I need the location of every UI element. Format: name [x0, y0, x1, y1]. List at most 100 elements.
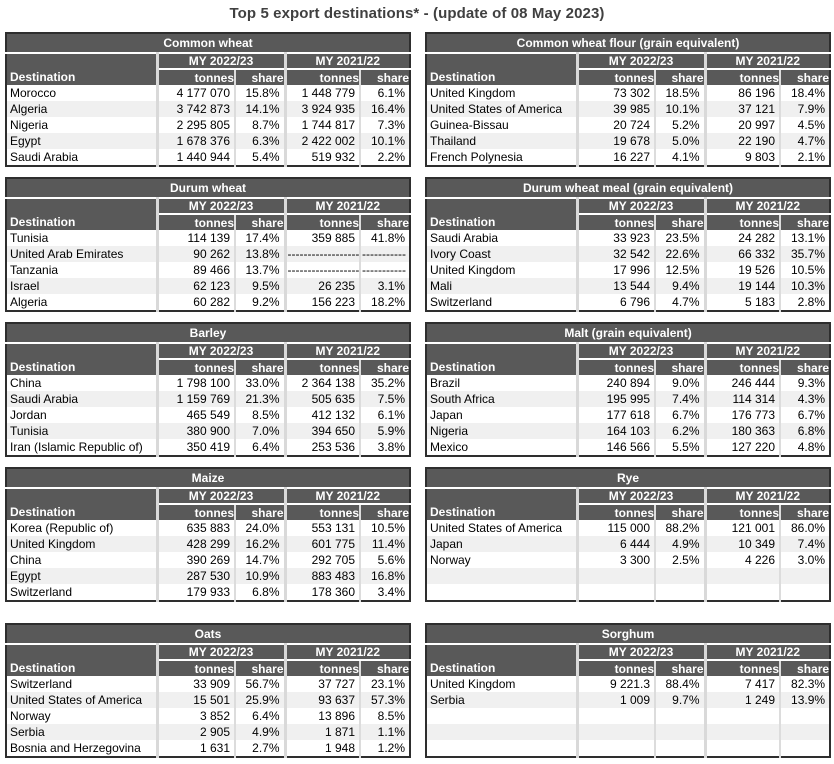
cell-tonnes-2021-22: 1 948 [283, 740, 360, 757]
col-header-tonnes-2022-23: tonnes [155, 359, 235, 375]
col-header-tonnes-2021-22: tonnes [283, 504, 360, 520]
cell-tonnes-2021-22: 505 635 [283, 391, 360, 407]
header-group-row: Destination MY 2022/23 MY 2021/22 [426, 343, 831, 375]
table-title-band: Oats [6, 624, 411, 645]
table-row: French Polynesia 16 227 4.1% 9 803 2.1% [426, 149, 830, 166]
col-group-my-2022-23: MY 2022/23 [575, 644, 705, 661]
cell-tonnes-2022-23: 1 440 944 [155, 149, 235, 166]
cell-tonnes-2021-22: 26 235 [283, 278, 360, 294]
cell-share-2022-23: 12.5% [654, 262, 705, 278]
cell-share-2021-22: 10.1% [358, 133, 411, 149]
cell-tonnes-2022-23: 4 177 070 [155, 85, 235, 101]
table-row [426, 740, 831, 757]
cell-destination: Nigeria [426, 423, 577, 439]
cell-tonnes-2021-22 [703, 584, 780, 601]
cell-share-2021-22: 7.9% [779, 101, 830, 117]
cell-destination: Switzerland [10, 585, 73, 599]
cell-share-2022-23: 5.0% [654, 133, 705, 149]
table-row: United States of America 15 501 25.9% 93 63… [6, 692, 411, 708]
table-row: United Kingdom 9 221.3 88.4% 7 417 82.3% [426, 676, 831, 692]
cell-share-2021-22: 10.3% [778, 278, 831, 294]
table-title: Barley [6, 323, 411, 344]
col-header-share-2022-23: share [234, 214, 285, 230]
cell-tonnes-2021-22: 93 637 [283, 692, 360, 708]
cell-tonnes-2021-22: 178 360 [283, 584, 360, 601]
cell-destination [426, 708, 577, 724]
cell-tonnes-2021-22: 553 131 [283, 520, 360, 536]
col-group-my-2021-22: MY 2021/22 [703, 53, 830, 70]
table-title-band: Common wheat [6, 33, 411, 54]
cell-tonnes-2021-22: 7 417 [703, 676, 780, 692]
cell-tonnes-2021-22: 519 932 [283, 149, 360, 166]
cell-share-2022-23: 5.4% [234, 149, 285, 166]
cell-share-2022-23: 6.2% [654, 423, 705, 439]
cell-tonnes-2021-22: 180 363 [703, 423, 780, 439]
col-header-share-2021-22: share [779, 69, 830, 85]
cell-destination: United Arab Emirates [6, 246, 157, 262]
cell-share-2022-23: 17.4% [234, 230, 285, 246]
cell-share-2021-22: 6.8% [778, 423, 831, 439]
col-header-tonnes-2021-22: tonnes [283, 69, 360, 85]
cell-destination [426, 724, 577, 740]
table-row: United Kingdom 17 996 12.5% 19 526 10.5% [426, 262, 831, 278]
cell-share-2022-23: 4.7% [654, 294, 705, 311]
cell-tonnes-2021-22: ------------------ [283, 246, 360, 262]
cell-share-2021-22: 23.1% [358, 676, 411, 692]
cell-share-2022-23: 6.8% [234, 584, 285, 601]
col-header-destination: Destination [6, 644, 157, 676]
cell-share-2021-22: 10.5% [359, 520, 410, 536]
cell-share-2022-23: 22.6% [654, 246, 705, 262]
page-title: Top 5 export destinations* - (update of … [229, 5, 605, 22]
table-row: Norway 3 300 2.5% 4 226 3.0% [426, 552, 831, 568]
col-header-share-2022-23: share [234, 504, 285, 520]
table-row: Tanzania 89 466 13.7% ------------------ ---… [6, 262, 411, 278]
cell-tonnes-2022-23: 90 262 [155, 246, 235, 262]
cell-tonnes-2022-23 [575, 708, 655, 724]
cell-destination: Morocco [10, 86, 57, 100]
table-row: Korea (Republic of) 635 883 24.0% 553 131 10… [6, 520, 410, 536]
cell-tonnes-2021-22: ------------------ [283, 262, 360, 278]
cell-destination: Japan [430, 408, 463, 422]
table-row: Mexico 146 566 5.5% 127 220 4.8% [426, 439, 831, 456]
cell-share-2021-22: 16.4% [358, 101, 411, 117]
cell-tonnes-2021-22: 883 483 [283, 568, 360, 584]
cell-share-2021-22: 57.3% [358, 692, 411, 708]
table-barley: Barley Destination MY 2022/23 MY 2021/22 ton… [5, 322, 412, 457]
cell-share-2022-23: 7.0% [234, 423, 285, 439]
cell-destination: Thailand [426, 133, 577, 149]
table-row: United States of America 39 985 10.1% 37 12… [426, 101, 830, 117]
cell-tonnes-2022-23: 16 227 [575, 149, 655, 166]
cell-tonnes-2022-23: 1 159 769 [155, 391, 235, 407]
col-group-my-2021-22: MY 2021/22 [703, 644, 831, 661]
header-sub-row: tonnes share tonnes share [6, 660, 411, 676]
table-row [426, 584, 831, 601]
cell-destination: Jordan [10, 408, 47, 422]
table-row: Egypt 287 530 10.9% 883 483 16.8% [6, 568, 410, 584]
cell-destination: Guinea-Bissau [430, 118, 509, 132]
cell-tonnes-2022-23: 465 549 [155, 407, 235, 423]
col-group-my-2021-22: MY 2021/22 [703, 488, 831, 505]
cell-tonnes-2022-23 [575, 724, 655, 740]
col-header-tonnes-2022-23: tonnes [155, 214, 235, 230]
cell-share-2022-23: 10.1% [654, 101, 705, 117]
cell-share-2022-23: 9.7% [654, 692, 705, 708]
col-header-share-2022-23: share [234, 359, 285, 375]
cell-share-2022-23: 5.2% [654, 117, 705, 133]
cell-tonnes-2021-22 [703, 708, 780, 724]
header-group-row: Destination MY 2022/23 MY 2021/22 [6, 488, 410, 520]
cell-destination: South Africa [426, 391, 577, 407]
table-row: Saudi Arabia 1 159 769 21.3% 505 635 7.5% [6, 391, 411, 407]
col-group-my-2022-23: MY 2022/23 [575, 343, 705, 360]
col-header-share-2021-22: share [778, 359, 831, 375]
cell-share-2022-23: 7.4% [654, 391, 705, 407]
table-row: Japan 6 444 4.9% 10 349 7.4% [426, 536, 831, 552]
cell-tonnes-2021-22: 9 803 [703, 149, 780, 166]
table-row [426, 568, 831, 584]
cell-share-2022-23: 13.7% [234, 262, 285, 278]
col-group-my-2021-22: MY 2021/22 [283, 488, 410, 505]
table-row: Serbia 2 905 4.9% 1 871 1.1% [6, 724, 411, 740]
cell-share-2021-22: 4.5% [779, 117, 830, 133]
cell-share-2021-22: 5.6% [359, 552, 410, 568]
cell-tonnes-2022-23 [575, 584, 655, 601]
